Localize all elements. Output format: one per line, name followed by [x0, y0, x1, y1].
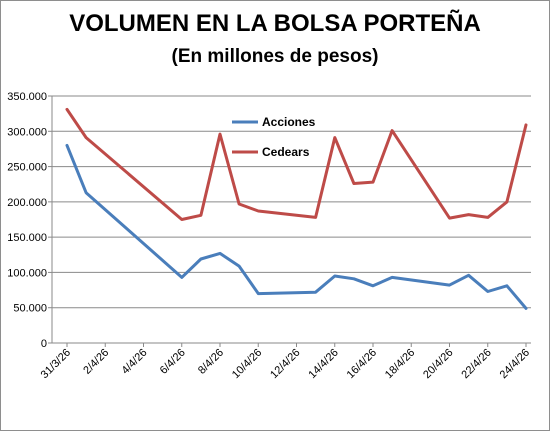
x-tick-label: 8/4/26: [196, 347, 226, 377]
y-tick-label: 50.000: [13, 303, 47, 315]
y-tick-label: 150.000: [7, 232, 47, 244]
x-tick-label: 18/4/26: [383, 347, 417, 381]
x-tick-label: 31/3/26: [39, 347, 73, 381]
x-tick-label: 14/4/26: [306, 347, 340, 381]
y-tick-label: 250.000: [7, 162, 47, 174]
y-tick-label: 0: [41, 338, 47, 350]
x-tick-label: 2/4/26: [81, 347, 111, 377]
x-tick-label: 22/4/26: [459, 347, 493, 381]
series-line-acciones: [65, 143, 528, 310]
legend-label-acciones: Acciones: [262, 115, 316, 129]
y-tick-label: 100.000: [7, 267, 47, 279]
x-tick-label: 24/4/26: [498, 347, 532, 381]
chart-subtitle: (En millones de pesos): [171, 46, 379, 67]
y-tick-label: 200.000: [7, 197, 47, 209]
x-tick-label: 4/4/26: [120, 347, 150, 377]
chart-title: VOLUMEN EN LA BOLSA PORTEÑA: [69, 10, 481, 37]
legend-label-cedears: Cedears: [262, 145, 310, 159]
series-line-cedears: [65, 107, 528, 221]
y-tick-label: 350.000: [7, 91, 47, 103]
y-tick-label: 300.000: [7, 126, 47, 138]
x-tick-label: 12/4/26: [268, 347, 302, 381]
x-tick-label: 10/4/26: [230, 347, 264, 381]
x-tick-label: 16/4/26: [345, 347, 379, 381]
x-tick-label: 6/4/26: [158, 347, 188, 377]
x-tick-label: 20/4/26: [421, 347, 455, 381]
